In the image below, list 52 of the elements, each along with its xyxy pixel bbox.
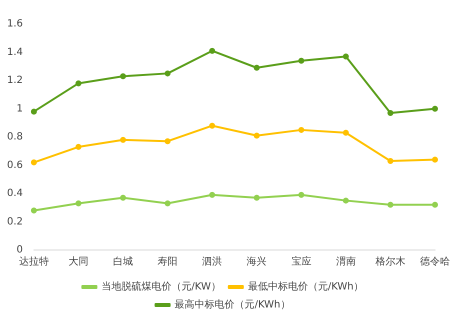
y-tick-label: 0.8 — [6, 132, 23, 143]
point — [120, 73, 126, 80]
point — [209, 48, 216, 54]
x-tick-label: 海兴 — [246, 256, 267, 268]
point — [254, 132, 260, 139]
x-tick-label: 寿阳 — [158, 256, 178, 268]
point — [75, 144, 82, 150]
x-tick-label: 泗洪 — [202, 256, 222, 268]
y-tick-label: 0.6 — [6, 160, 23, 171]
point — [75, 200, 82, 206]
point — [387, 202, 394, 208]
point — [75, 80, 82, 86]
y-tick-label: 0.4 — [6, 188, 23, 200]
point — [164, 138, 171, 144]
point — [342, 53, 349, 60]
point — [209, 122, 216, 129]
y-tick-label: 0 — [16, 244, 23, 256]
point — [30, 108, 37, 115]
point — [209, 192, 216, 198]
point — [164, 200, 171, 206]
y-tick-label: 1.6 — [6, 18, 23, 30]
x-tick-label: 达拉特 — [18, 256, 49, 268]
point — [298, 58, 304, 64]
x-tick-label: 白城 — [113, 256, 134, 268]
point — [298, 126, 304, 133]
point — [254, 194, 260, 201]
point — [30, 207, 37, 214]
point — [342, 198, 349, 204]
x-tick-label: 渭南 — [336, 256, 356, 268]
point — [387, 158, 394, 164]
point — [432, 156, 438, 163]
y-tick-label: 1.4 — [6, 46, 23, 58]
point — [342, 130, 349, 136]
point — [120, 194, 126, 201]
y-tick-label: 1.2 — [6, 75, 23, 86]
point — [164, 70, 171, 76]
x-tick-label: 格尔木 — [374, 256, 406, 268]
point — [432, 106, 438, 112]
legend-label: 最低中标电价（元/KWh） — [248, 280, 364, 293]
legend-label: 最高中标电价（元/KWh） — [174, 298, 290, 311]
point — [298, 192, 304, 198]
point — [254, 64, 260, 71]
y-tick-label: 0.2 — [6, 216, 23, 228]
legend-label: 当地脱硫煤电价（元/KW） — [101, 280, 221, 293]
y-tick-label: 1 — [16, 103, 23, 114]
point — [120, 136, 126, 143]
x-tick-label: 大同 — [68, 256, 88, 268]
x-tick-label: 宝应 — [291, 256, 312, 268]
point — [432, 202, 438, 208]
point — [387, 110, 394, 116]
point — [30, 159, 37, 166]
x-tick-label: 德令哈 — [420, 256, 450, 268]
